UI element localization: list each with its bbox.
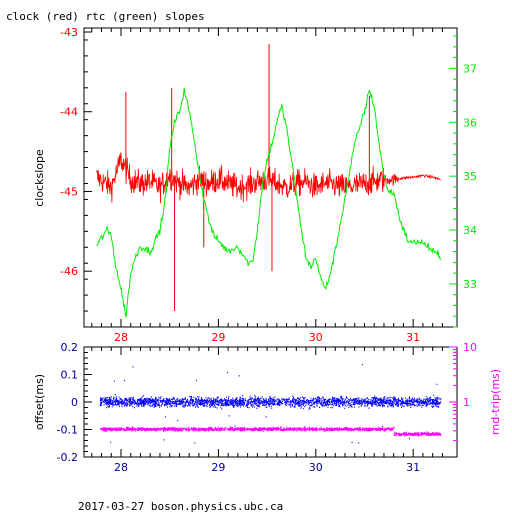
- top-y-tick-label: -45: [60, 185, 78, 198]
- bottom-x-tick-label: 30: [309, 461, 323, 474]
- top-x-tick-label: 28: [114, 331, 128, 344]
- bottom-y-tick-label: -0.1: [57, 424, 78, 437]
- offset-panel: -0.2 -0.1 0 0.1 0.2 1 10 28 29 30 31 offset(ms) rnd-…: [33, 341, 502, 474]
- bottom-x-tick-label: 29: [211, 461, 225, 474]
- top-y-axis-label: clockslope: [33, 149, 46, 207]
- top-x-tick-label: 29: [211, 331, 225, 344]
- offset-scatter-points: [99, 364, 442, 444]
- footer-caption: 2017-03-27 boson.physics.ubc.ca: [78, 500, 283, 512]
- top-y2-tick-label: 36: [463, 116, 477, 129]
- top-y2-tick-label: 33: [463, 278, 477, 291]
- figure-title: clock (red) rtc (green) slopes: [6, 10, 205, 23]
- top-x-tick-label: 31: [406, 331, 420, 344]
- bottom-y2-tick-label: 10: [463, 341, 477, 354]
- top-y-tick-label: -43: [60, 26, 78, 39]
- bottom-x-tick-label: 28: [114, 461, 128, 474]
- top-y2-tick-label: 37: [463, 62, 477, 75]
- bottom-y-tick-label: 0.1: [61, 369, 79, 382]
- bottom-y-axis-label: offset(ms): [33, 374, 46, 430]
- top-y2-tick-label: 34: [463, 224, 477, 237]
- rnd-trip-scatter-points: [100, 426, 442, 437]
- bottom-y-tick-label: 0: [71, 396, 78, 409]
- top-x-tick-label: 30: [309, 331, 323, 344]
- rtc-series-line: [96, 87, 441, 318]
- bottom-y2-axis-label: rnd-trip(ms): [489, 369, 502, 435]
- bottom-x-tick-label: 31: [406, 461, 420, 474]
- bottom-y-tick-label: 0.2: [61, 341, 79, 354]
- clockslope-panel: -46 -45 -44 -43 33 34 35 36 37 28 29 30 31 clockslope: [33, 26, 477, 344]
- bottom-y2-tick-label: 1: [463, 396, 470, 409]
- top-y-tick-label: -44: [60, 106, 78, 119]
- bottom-y-tick-label: -0.2: [57, 451, 78, 464]
- top-plot-frame: [83, 27, 458, 328]
- top-y2-tick-label: 35: [463, 170, 477, 183]
- top-y-tick-label: -46: [60, 265, 78, 278]
